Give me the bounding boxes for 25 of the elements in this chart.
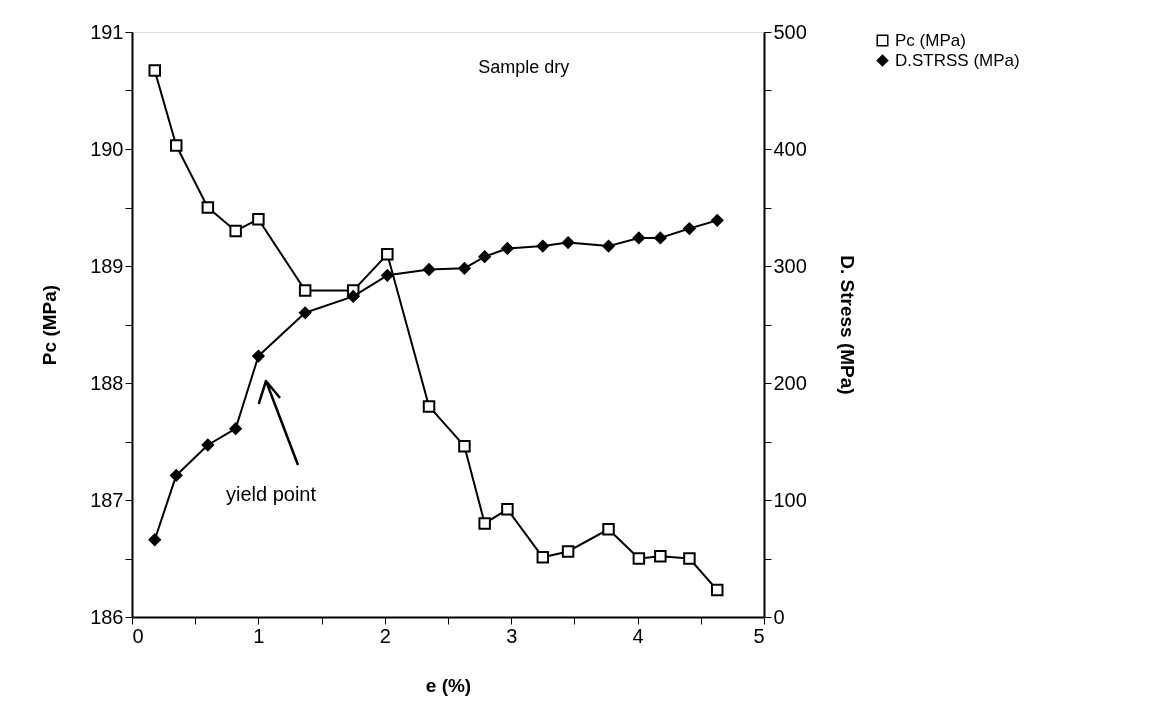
y-axis-title: Pc (MPa) — [39, 284, 61, 366]
y-tick-label: 187 — [90, 488, 124, 511]
x-tick-label: 5 — [753, 624, 765, 647]
x-axis-title: e (%) — [425, 674, 472, 696]
y2-tick-label: 400 — [773, 137, 807, 160]
x-tick-label: 1 — [253, 624, 265, 647]
legend-label: D.STRSS (MPa) — [895, 50, 1020, 70]
y2-tick-label: 100 — [773, 488, 807, 511]
y-tick-label: 190 — [90, 137, 124, 160]
y2-tick-label: 300 — [773, 254, 807, 277]
y2-tick-label: 200 — [773, 371, 807, 394]
x-tick-label: 0 — [132, 624, 144, 647]
y-tick-label: 189 — [90, 254, 124, 277]
x-tick-label: 3 — [506, 624, 518, 647]
annotation: Sample dry — [478, 57, 570, 77]
y-tick-label: 191 — [90, 20, 124, 43]
y2-tick-label: 500 — [773, 20, 807, 43]
y-tick-label: 186 — [90, 605, 124, 628]
y2-axis-title: D. Stress (MPa) — [836, 255, 858, 395]
y-tick-label: 188 — [90, 371, 124, 394]
legend-label: Pc (MPa) — [895, 30, 966, 50]
x-tick-label: 2 — [379, 624, 391, 647]
y2-tick-label: 0 — [773, 605, 785, 628]
annotation: yield point — [225, 483, 317, 505]
x-tick-label: 4 — [632, 624, 644, 647]
